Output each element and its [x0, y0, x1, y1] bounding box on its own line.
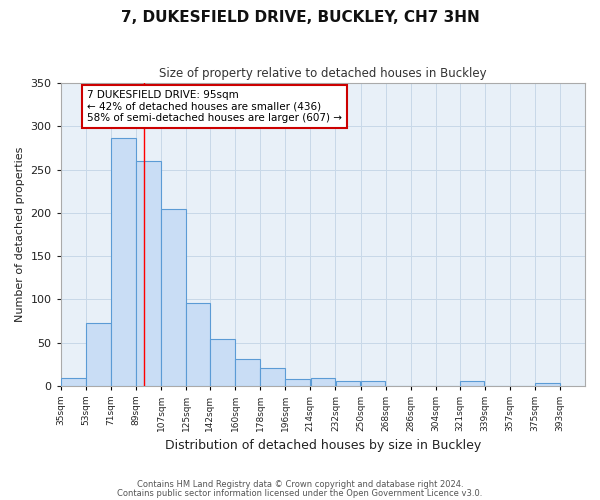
- Y-axis label: Number of detached properties: Number of detached properties: [15, 146, 25, 322]
- Bar: [260, 368, 285, 386]
- Text: Contains HM Land Registry data © Crown copyright and database right 2024.: Contains HM Land Registry data © Crown c…: [137, 480, 463, 489]
- Bar: [161, 210, 186, 386]
- Bar: [187, 302, 209, 386]
- Bar: [286, 379, 310, 386]
- Bar: [86, 324, 110, 386]
- Text: 7 DUKESFIELD DRIVE: 95sqm
← 42% of detached houses are smaller (436)
58% of semi: 7 DUKESFIELD DRIVE: 95sqm ← 42% of detac…: [87, 90, 342, 123]
- Bar: [111, 138, 136, 386]
- Title: Size of property relative to detached houses in Buckley: Size of property relative to detached ho…: [159, 68, 487, 80]
- Bar: [460, 382, 484, 386]
- Text: 7, DUKESFIELD DRIVE, BUCKLEY, CH7 3HN: 7, DUKESFIELD DRIVE, BUCKLEY, CH7 3HN: [121, 10, 479, 25]
- Bar: [335, 382, 360, 386]
- Bar: [361, 382, 385, 386]
- Text: Contains public sector information licensed under the Open Government Licence v3: Contains public sector information licen…: [118, 489, 482, 498]
- Bar: [210, 339, 235, 386]
- Bar: [136, 161, 161, 386]
- X-axis label: Distribution of detached houses by size in Buckley: Distribution of detached houses by size …: [165, 440, 481, 452]
- Bar: [235, 359, 260, 386]
- Bar: [535, 383, 560, 386]
- Bar: [311, 378, 335, 386]
- Bar: [61, 378, 86, 386]
